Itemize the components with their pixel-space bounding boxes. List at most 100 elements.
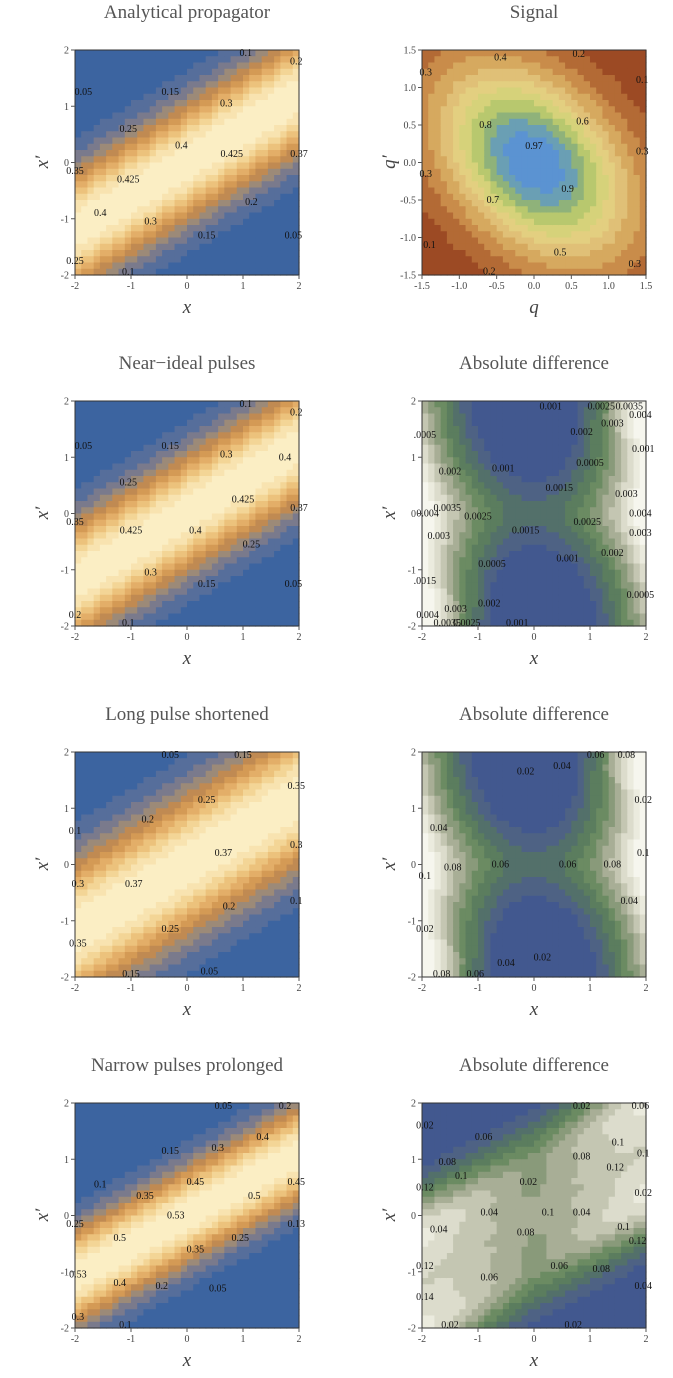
contour-label: 0.8 [479,120,492,131]
x-tick-label: -1 [127,983,135,994]
contour-label: 0.0025 [453,618,481,629]
contour-label: 0.1 [637,1149,650,1160]
contour-label: 0.0035 [615,402,643,413]
contour-label: 0.08 [573,1151,591,1162]
y-tick-label: -1 [61,1267,69,1278]
contour-label: 0.04 [553,761,571,772]
x-tick-label: -2 [418,983,426,994]
contour-label: 0.37 [125,879,142,890]
contour-label: 0.05 [75,441,93,452]
contour-label: 0.3 [290,840,303,851]
contour-label: 0.4 [114,1278,127,1289]
contour-label: 0.3 [144,568,157,579]
x-tick-label: 1.5 [640,281,653,292]
contour-label: 0.1 [419,871,432,882]
contour-label: 0.001 [632,444,655,455]
contour-label: 0.05 [209,1284,227,1295]
contour-label: 0.0025 [464,511,492,522]
y-tick-label: -1.0 [400,233,416,244]
contour-label: 0.001 [492,464,515,475]
contour-label: 0.2 [69,610,82,621]
y-tick-label: -2 [408,622,416,633]
contour-label: 0.08 [517,1227,535,1238]
x-axis-label: x [529,999,539,1020]
contour-label: 0.02 [573,1101,591,1112]
x-tick-label: 2 [297,632,302,643]
x-tick-label: 0.0 [528,281,541,292]
x-tick-label: 0 [185,983,190,994]
y-axis-label: q′ [379,154,400,169]
contour-label: 0.06 [559,860,577,871]
contour-fill [422,1103,647,1329]
contour-label: 0.15 [161,441,179,452]
x-tick-label: 0 [185,281,190,292]
y-tick-label: 0.0 [404,158,417,169]
contour-label: 0.0005 [478,559,506,570]
x-tick-label: 0.5 [565,281,578,292]
contour-label: 0.1 [617,1222,630,1233]
contour-label: 0.06 [632,1101,650,1112]
contour-label: 0.5 [114,1233,127,1244]
contour-label: 0.425 [120,525,143,536]
contour-label: 0.05 [285,579,303,590]
contour-label: 0.425 [232,494,255,505]
x-tick-label: 2 [644,1334,649,1345]
contour-label: 0.0015 [545,483,573,494]
y-tick-label: 2 [64,46,69,57]
contour-fill [75,752,300,978]
contour-label: 0.002 [570,427,593,438]
contour-label: 0.0025 [587,402,615,413]
contour-label: 0.1 [290,896,303,907]
x-tick-label: -1 [474,632,482,643]
chart-title: Long pulse shortened [105,704,269,725]
contour-label: 0.12 [606,1163,624,1174]
y-tick-label: -1 [408,1267,416,1278]
y-tick-label: 2 [411,748,416,759]
contour-plot: 0.4 0.2 0.3 0.1 0.8 0.6 0.97 0.3 0.3 0.9 0.7 0.5 0.1… [400,46,652,293]
contour-plot: 0.05 0.15 0.35 0.25 0.2 0.1 0.37 0.3 0.3 0.37 0.2 0… [61,748,305,995]
contour-label: 0.25 [243,539,261,550]
contour-svg: 0.02 0.060.020.060.10.10.080.080.10.120.1… [408,1099,652,1346]
contour-label: 0.15 [161,87,179,98]
chart-title: Signal [509,2,559,23]
contour-label: 0.0025 [573,517,601,528]
contour-fill [422,401,647,627]
contour-label: 0.04 [573,1208,591,1219]
contour-label: 0.53 [69,1270,87,1281]
x-tick-label: 1 [241,281,246,292]
y-axis-label: x′ [32,857,53,870]
contour-label: 0.7 [487,195,500,206]
contour-label: 0.37 [290,503,308,514]
contour-label: 0.06 [480,1272,498,1283]
contour-label: 0.02 [520,1177,538,1188]
x-axis-label: x [182,999,192,1020]
x-tick-label: -2 [71,983,79,994]
y-tick-label: -1 [408,916,416,927]
x-tick-label: -2 [418,1334,426,1345]
contour-label: 0.37 [215,848,233,859]
contour-label: 0.15 [198,579,216,590]
contour-label: 0.5 [248,1191,261,1202]
contour-label: 0.003 [629,528,652,539]
contour-label: 0.15 [161,1146,179,1157]
contour-label: 0.3 [144,217,157,228]
contour-label: 0.35 [66,517,84,528]
contour-label: 0.004 [416,610,439,621]
contour-label: 0.45 [287,1177,305,1188]
y-axis-label: x′ [32,155,53,168]
y-tick-label: -2 [408,1324,416,1335]
contour-label: 0.3 [72,1312,85,1323]
contour-label: 0.05 [215,1101,233,1112]
contour-label: 0.9 [561,184,574,195]
x-tick-label: 1 [241,632,246,643]
x-axis-label: x [529,1350,539,1371]
x-tick-label: -2 [71,632,79,643]
contour-label: 0.25 [119,124,137,135]
contour-label: 0.45 [187,1177,205,1188]
contour-plot: 0.05 0.2 0.4 0.15 0.3 0.45 0.1 0.45 0.35 0.5 0.53 0… [61,1099,305,1346]
y-tick-label: -1.5 [400,271,416,282]
contour-label: 0.06 [587,750,605,761]
x-axis-label: x [529,648,539,669]
y-tick-label: 2 [411,397,416,408]
contour-label: 0.04 [430,1225,448,1236]
